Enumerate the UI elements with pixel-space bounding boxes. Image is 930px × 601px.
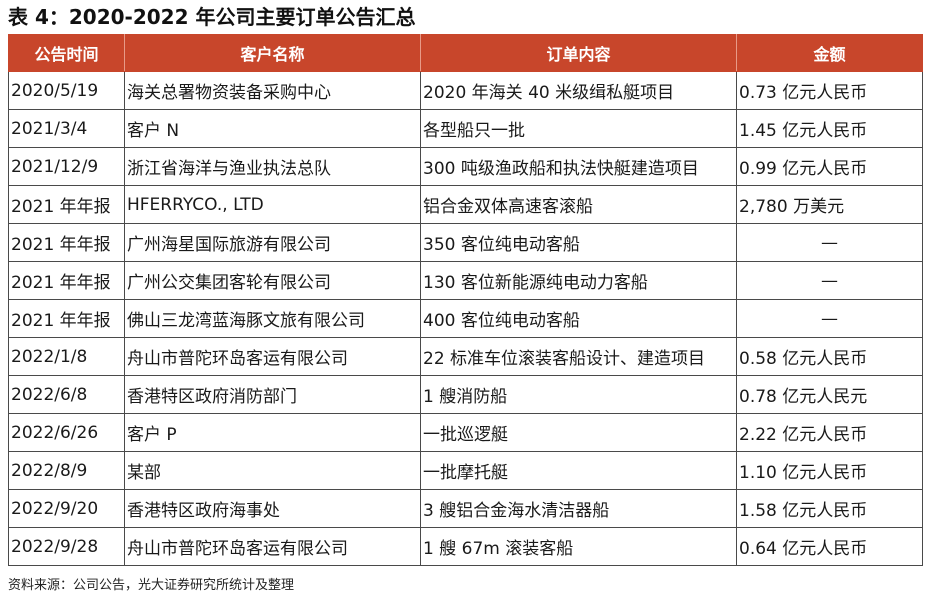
- cell-date: 2021 年年报: [8, 223, 125, 262]
- cell-content: 1 艘 67m 滚装客船: [420, 527, 737, 566]
- table-row: 2021 年年报 HFERRYCO., LTD 铝合金双体高速客滚船 2,780 万美…: [8, 185, 923, 224]
- table-row: 2022/8/9 某部 一批摩托艇 1.10 亿元人民币: [8, 451, 923, 490]
- cell-content: 400 客位纯电动客船: [420, 299, 737, 338]
- cell-amount: 1.58 亿元人民币: [736, 489, 923, 528]
- cell-content: 22 标准车位滚装客船设计、建造项目: [420, 337, 737, 376]
- cell-client: 香港特区政府海事处: [124, 489, 421, 528]
- cell-client: 客户 N: [124, 109, 421, 148]
- cell-content: 300 吨级渔政船和执法快艇建造项目: [420, 147, 737, 186]
- cell-client: 广州公交集团客轮有限公司: [124, 261, 421, 300]
- table-body: 2020/5/19 海关总署物资装备采购中心 2020 年海关 40 米级缉私艇项目…: [8, 71, 923, 566]
- cell-date: 2021/12/9: [8, 147, 125, 186]
- table-row: 2022/6/8 香港特区政府消防部门 1 艘消防船 0.78 亿元人民元: [8, 375, 923, 414]
- column-header-content: 订单内容: [420, 34, 737, 72]
- cell-client: HFERRYCO., LTD: [124, 185, 421, 224]
- cell-date: 2020/5/19: [8, 71, 125, 110]
- cell-amount: —: [736, 299, 923, 338]
- cell-client: 某部: [124, 451, 421, 490]
- cell-client: 佛山三龙湾蓝海豚文旅有限公司: [124, 299, 421, 338]
- cell-amount: 2.22 亿元人民币: [736, 413, 923, 452]
- cell-client: 香港特区政府消防部门: [124, 375, 421, 414]
- cell-amount: —: [736, 261, 923, 300]
- table-header-row: 公告时间 客户名称 订单内容 金额: [8, 34, 923, 72]
- table-row: 2022/1/8 舟山市普陀环岛客运有限公司 22 标准车位滚装客船设计、建造项目 0…: [8, 337, 923, 376]
- cell-amount: 0.58 亿元人民币: [736, 337, 923, 376]
- cell-date: 2022/1/8: [8, 337, 125, 376]
- cell-amount: 0.99 亿元人民币: [736, 147, 923, 186]
- cell-date: 2022/6/8: [8, 375, 125, 414]
- table-row: 2022/9/20 香港特区政府海事处 3 艘铝合金海水清洁器船 1.58 亿元人民币: [8, 489, 923, 528]
- table-row: 2022/9/28 舟山市普陀环岛客运有限公司 1 艘 67m 滚装客船 0.64 亿…: [8, 527, 923, 566]
- cell-amount: —: [736, 223, 923, 262]
- table-row: 2021 年年报 佛山三龙湾蓝海豚文旅有限公司 400 客位纯电动客船 —: [8, 299, 923, 338]
- cell-content: 2020 年海关 40 米级缉私艇项目: [420, 71, 737, 110]
- cell-date: 2022/9/20: [8, 489, 125, 528]
- cell-content: 350 客位纯电动客船: [420, 223, 737, 262]
- cell-client: 舟山市普陀环岛客运有限公司: [124, 337, 421, 376]
- cell-date: 2021 年年报: [8, 299, 125, 338]
- cell-date: 2022/8/9: [8, 451, 125, 490]
- cell-content: 一批巡逻艇: [420, 413, 737, 452]
- table-row: 2020/5/19 海关总署物资装备采购中心 2020 年海关 40 米级缉私艇项目…: [8, 71, 923, 110]
- cell-amount: 1.45 亿元人民币: [736, 109, 923, 148]
- orders-table: 公告时间 客户名称 订单内容 金额 2020/5/19 海关总署物资装备采购中心 2…: [8, 34, 923, 566]
- cell-amount: 0.78 亿元人民元: [736, 375, 923, 414]
- cell-client: 浙江省海洋与渔业执法总队: [124, 147, 421, 186]
- table-row: 2021/3/4 客户 N 各型船只一批 1.45 亿元人民币: [8, 109, 923, 148]
- source-note: 资料来源：公司公告，光大证券研究所统计及整理: [8, 578, 295, 593]
- column-header-amount: 金额: [736, 34, 923, 72]
- cell-content: 一批摩托艇: [420, 451, 737, 490]
- cell-date: 2022/6/26: [8, 413, 125, 452]
- cell-date: 2021/3/4: [8, 109, 125, 148]
- table-row: 2021/12/9 浙江省海洋与渔业执法总队 300 吨级渔政船和执法快艇建造项目 0…: [8, 147, 923, 186]
- cell-amount: 2,780 万美元: [736, 185, 923, 224]
- cell-content: 铝合金双体高速客滚船: [420, 185, 737, 224]
- cell-content: 1 艘消防船: [420, 375, 737, 414]
- cell-content: 3 艘铝合金海水清洁器船: [420, 489, 737, 528]
- cell-content: 130 客位新能源纯电动力客船: [420, 261, 737, 300]
- cell-amount: 1.10 亿元人民币: [736, 451, 923, 490]
- cell-date: 2022/9/28: [8, 527, 125, 566]
- cell-client: 广州海星国际旅游有限公司: [124, 223, 421, 262]
- table-title: 表 4：2020-2022 年公司主要订单公告汇总: [8, 5, 416, 29]
- cell-date: 2021 年年报: [8, 185, 125, 224]
- column-header-date: 公告时间: [8, 34, 125, 72]
- cell-date: 2021 年年报: [8, 261, 125, 300]
- table-row: 2022/6/26 客户 P 一批巡逻艇 2.22 亿元人民币: [8, 413, 923, 452]
- cell-client: 舟山市普陀环岛客运有限公司: [124, 527, 421, 566]
- cell-client: 客户 P: [124, 413, 421, 452]
- cell-amount: 0.64 亿元人民币: [736, 527, 923, 566]
- cell-content: 各型船只一批: [420, 109, 737, 148]
- cell-client: 海关总署物资装备采购中心: [124, 71, 421, 110]
- table-row: 2021 年年报 广州海星国际旅游有限公司 350 客位纯电动客船 —: [8, 223, 923, 262]
- column-header-client: 客户名称: [124, 34, 421, 72]
- cell-amount: 0.73 亿元人民币: [736, 71, 923, 110]
- table-row: 2021 年年报 广州公交集团客轮有限公司 130 客位新能源纯电动力客船 —: [8, 261, 923, 300]
